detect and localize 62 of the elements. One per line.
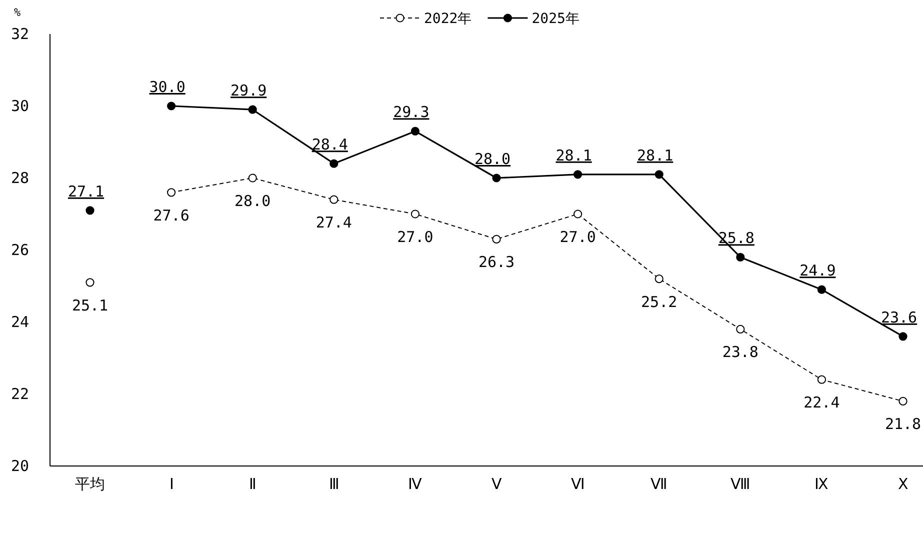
point: [574, 210, 582, 218]
point: [330, 195, 338, 204]
point: [898, 332, 908, 341]
y-tick-label: 24: [10, 313, 30, 331]
data-label: 26.3: [478, 253, 515, 272]
point: [898, 396, 908, 406]
point: [248, 174, 257, 182]
y-tick-label: 26: [10, 241, 30, 259]
point: [574, 170, 582, 179]
data-label: 21.8: [884, 415, 922, 434]
data-label: 28.4: [312, 136, 348, 154]
point: [817, 285, 826, 294]
data-label: 28.0: [234, 192, 271, 210]
point: [248, 105, 257, 114]
x-tick-label: 平均: [75, 475, 105, 493]
x-tick-label: Ⅸ: [814, 475, 829, 493]
x-tick-label: Ⅶ: [650, 475, 668, 493]
point: [410, 126, 420, 136]
x-tick-label: Ⅵ: [570, 475, 585, 493]
data-label: 28.1: [637, 146, 674, 164]
data-label: 28.0: [474, 150, 511, 168]
point: [654, 170, 664, 179]
point: [736, 324, 745, 334]
data-label: 24.9: [800, 262, 836, 280]
data-label: 23.6: [880, 308, 918, 326]
point: [330, 159, 338, 168]
point: [736, 252, 745, 262]
x-tick-label: Ⅲ: [328, 475, 339, 493]
x-tick-label: Ⅹ: [898, 475, 908, 493]
y-tick-label: 28: [10, 169, 30, 187]
x-tick-label: Ⅳ: [408, 475, 422, 493]
data-label: 28.1: [556, 146, 592, 164]
x-tick-label: Ⅴ: [492, 475, 502, 493]
data-label: 22.4: [804, 394, 840, 412]
y-tick-label: 22: [10, 385, 30, 403]
data-label: 27.6: [153, 206, 190, 224]
y-tick-label: 30: [10, 97, 30, 115]
data-label: 27.1: [68, 182, 104, 200]
data-label: 30.0: [149, 78, 186, 96]
data-label: 27.0: [560, 228, 596, 246]
data-label: 27.4: [316, 214, 352, 232]
point: [167, 188, 176, 197]
x-tick-label: Ⅱ: [249, 475, 256, 493]
y-tick-label: 20: [10, 457, 30, 475]
point: [410, 210, 420, 218]
x-tick-label: Ⅰ: [169, 475, 174, 493]
x-tick-label: Ⅷ: [730, 475, 750, 493]
data-label: 25.1: [72, 296, 108, 314]
data-label: 23.8: [722, 343, 758, 362]
point: [492, 234, 501, 244]
data-label: 27.0: [397, 228, 434, 246]
legend-label: 2022年: [424, 11, 472, 27]
y-axis-title: %: [14, 6, 21, 19]
data-label: 25.2: [641, 292, 678, 311]
point: [654, 274, 664, 284]
point: [492, 174, 501, 182]
legend-label: 2025年: [532, 11, 580, 27]
point: [167, 102, 176, 110]
data-label: 29.3: [393, 103, 430, 122]
point: [817, 375, 826, 384]
y-tick-label: 32: [10, 25, 30, 43]
data-label: 29.9: [230, 82, 267, 100]
